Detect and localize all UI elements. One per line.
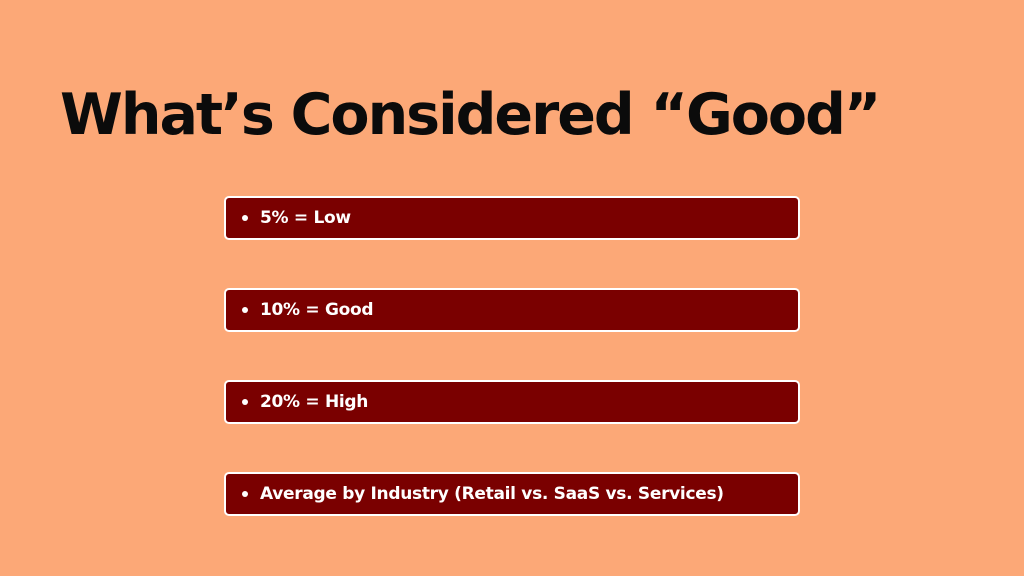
bullet-label: 5% = Low — [260, 208, 351, 228]
bullet-label: 10% = Good — [260, 300, 374, 320]
bullet-dot-icon — [242, 491, 248, 497]
bullet-list: 5% = Low 10% = Good 20% = High Average b… — [224, 196, 800, 516]
bullet-dot-icon — [242, 215, 248, 221]
bullet-dot-icon — [242, 399, 248, 405]
bullet-label: Average by Industry (Retail vs. SaaS vs.… — [260, 484, 724, 504]
bullet-bar-high: 20% = High — [224, 380, 800, 424]
slide-title: What’s Considered “Good” — [60, 82, 881, 148]
bullet-bar-low: 5% = Low — [224, 196, 800, 240]
bullet-dot-icon — [242, 307, 248, 313]
bullet-label: 20% = High — [260, 392, 369, 412]
bullet-bar-industry-average: Average by Industry (Retail vs. SaaS vs.… — [224, 472, 800, 516]
bullet-bar-good: 10% = Good — [224, 288, 800, 332]
